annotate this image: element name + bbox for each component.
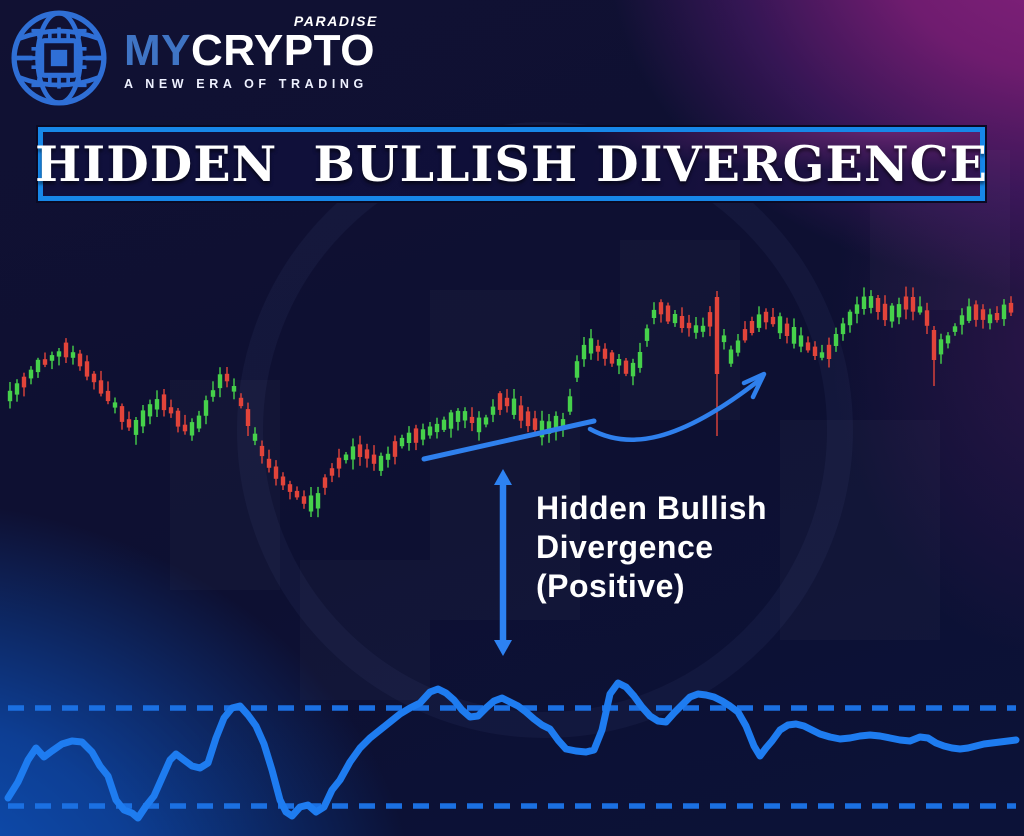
divergence-label-line2: Divergence: [536, 529, 714, 565]
page-title: HIDDEN BULLISH DIVERGENCE: [35, 135, 989, 193]
divergence-label-line1: Hidden Bullish: [536, 490, 767, 526]
divergence-label: Hidden Bullish Divergence (Positive): [536, 489, 767, 606]
title-banner: HIDDEN BULLISH DIVERGENCE: [35, 127, 989, 201]
brand-logo: PARADISE MYCRYPTO A NEW ERA OF TRADING: [8, 6, 380, 110]
brand-text: PARADISE MYCRYPTO A NEW ERA OF TRADING: [124, 14, 380, 91]
brand-tagline: A NEW ERA OF TRADING: [124, 77, 368, 91]
brand-name: MYCRYPTO: [124, 28, 380, 74]
brand-superscript: PARADISE: [293, 13, 378, 29]
brand-prefix: MY: [124, 26, 191, 75]
brand-suffix: CRYPTO: [191, 26, 375, 75]
divergence-label-line3: (Positive): [536, 568, 686, 604]
globe-circuit-icon: [11, 10, 107, 106]
